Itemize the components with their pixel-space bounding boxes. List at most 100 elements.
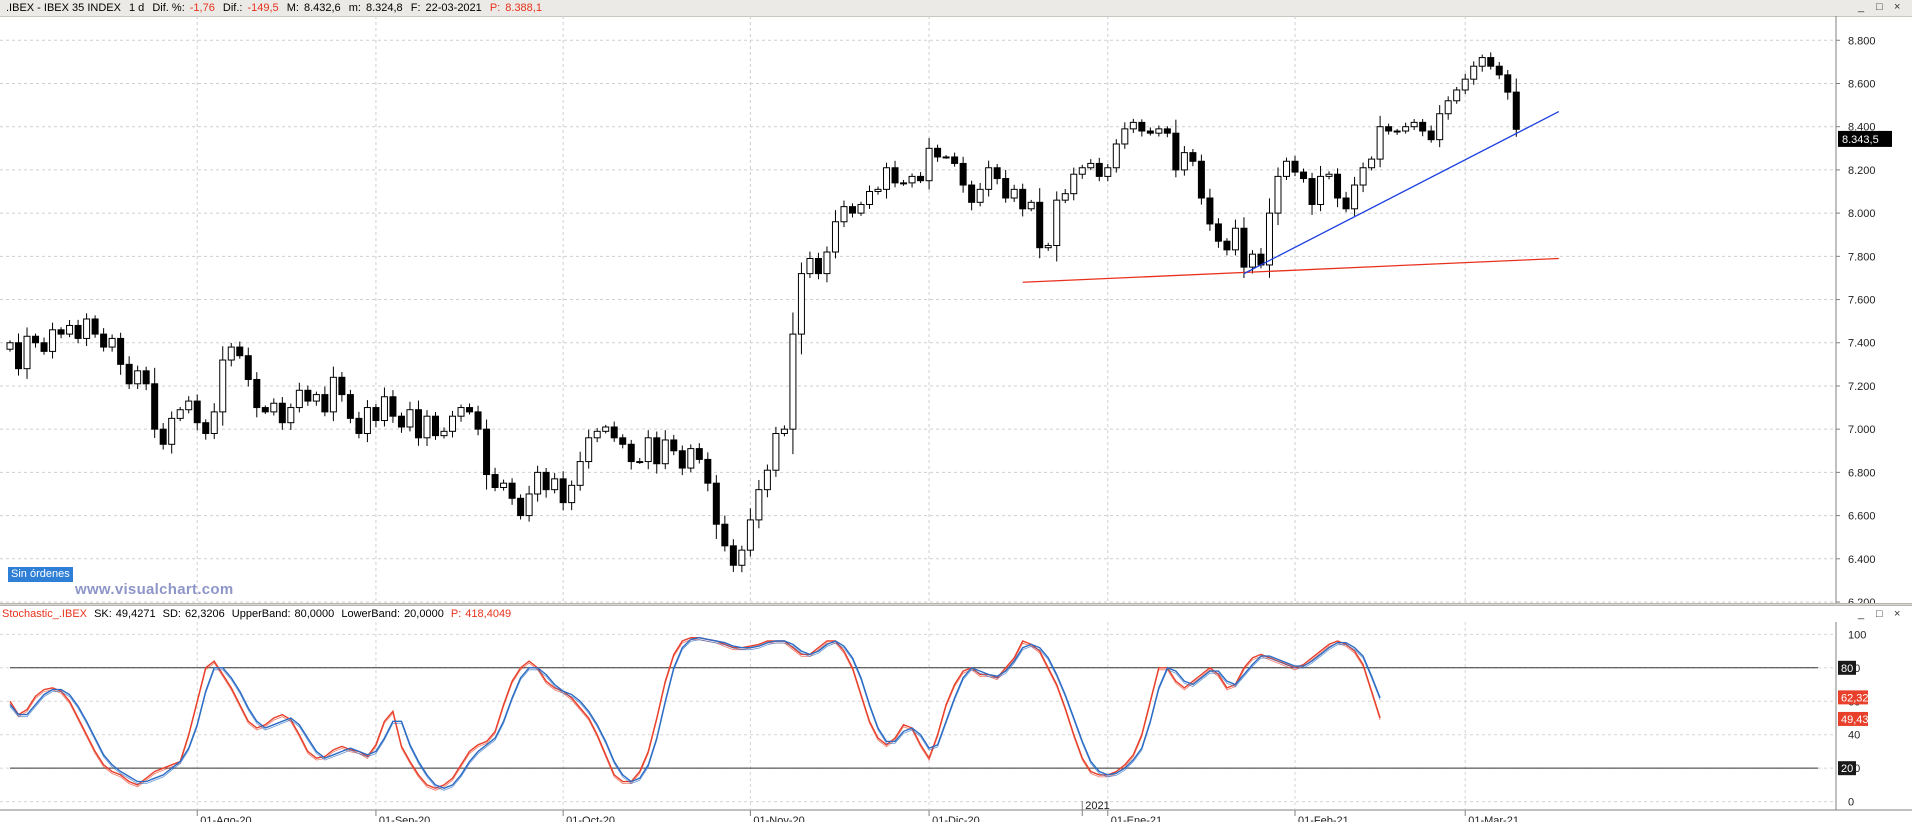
stoch-minimize-icon[interactable]: _ — [1858, 608, 1865, 620]
stoch-marker-label: 49,43 — [1841, 714, 1869, 726]
candlestick — [883, 162, 891, 199]
candlestick — [261, 405, 269, 414]
candle-body — [1002, 178, 1010, 199]
candlestick — [1393, 128, 1401, 135]
candlestick — [1265, 198, 1273, 278]
candlestick — [695, 443, 703, 464]
candlestick — [627, 439, 635, 470]
candlestick — [772, 426, 780, 477]
candlestick — [704, 452, 712, 492]
candle-body — [1478, 57, 1486, 67]
candle-body — [1189, 152, 1197, 162]
candle-body — [244, 355, 252, 380]
candlestick — [312, 391, 320, 406]
candle-body — [159, 428, 167, 445]
candle-body — [117, 337, 125, 365]
candle-body — [1095, 162, 1103, 177]
candle-body — [432, 415, 439, 437]
candle-body — [942, 156, 950, 159]
candle-body — [278, 402, 286, 424]
sk-label: SK: — [94, 608, 112, 620]
candlestick — [1334, 168, 1342, 208]
candle-body — [261, 407, 269, 413]
candlestick — [755, 479, 763, 529]
p-value: 418,4049 — [465, 608, 512, 620]
blue-trendline — [1243, 111, 1560, 275]
candle-body — [636, 461, 644, 464]
candle-body — [874, 188, 882, 193]
candle-body — [985, 167, 993, 190]
candle-body — [1231, 227, 1239, 251]
candle-body — [610, 426, 618, 439]
stoch-tick-label: 40 — [1848, 730, 1860, 742]
candlestick — [1138, 119, 1146, 137]
candlestick — [866, 185, 874, 209]
candlestick — [1214, 218, 1222, 248]
candle-body — [695, 448, 703, 460]
close-icon[interactable]: × — [1894, 1, 1901, 13]
stochastic-chart[interactable]: 0204060801008062,3249,432001-Ago-2001-Se… — [0, 622, 1912, 822]
candlestick — [1172, 119, 1180, 178]
candle-body — [466, 407, 474, 413]
candle-body — [91, 318, 99, 335]
minimize-icon[interactable]: _ — [1858, 1, 1865, 13]
candle-body — [49, 329, 57, 352]
candlestick — [219, 346, 227, 426]
candlestick — [721, 515, 729, 552]
candlestick — [1223, 238, 1231, 256]
maximize-icon[interactable]: □ — [1876, 1, 1883, 13]
stochastic-name: Stochastic_.IBEX — [2, 608, 87, 620]
stoch-maximize-icon[interactable]: □ — [1876, 608, 1883, 620]
candlestick — [100, 328, 108, 352]
candlestick — [117, 332, 125, 375]
price-tick-label: 8.200 — [1848, 165, 1876, 177]
candlestick — [934, 144, 942, 162]
candlestick — [763, 464, 771, 498]
candle-body — [40, 342, 48, 352]
candlestick — [534, 465, 542, 502]
candle-body — [74, 324, 82, 339]
candle-body — [312, 394, 320, 402]
chart-title-bar — [0, 0, 1912, 17]
candle-body — [457, 407, 465, 417]
candle-body — [1342, 197, 1350, 210]
candlestick — [49, 322, 57, 359]
time-tick-label: 01-Mar-21 — [1468, 815, 1519, 822]
candlestick — [466, 403, 474, 415]
candlestick — [1359, 162, 1367, 193]
candlestick — [1283, 157, 1290, 181]
candle-body — [1104, 167, 1112, 177]
candlestick — [457, 404, 465, 422]
candlestick — [891, 160, 899, 188]
candle-body — [440, 430, 448, 437]
candle-body — [661, 439, 669, 465]
candlestick — [1436, 105, 1444, 148]
candle-body — [202, 422, 210, 434]
candle-body — [1470, 65, 1478, 80]
candlestick — [1155, 125, 1163, 137]
candle-body — [1223, 240, 1231, 251]
candle-body — [721, 523, 729, 547]
time-tick-label: 01-Sep-20 — [379, 815, 430, 822]
candlestick — [32, 333, 40, 348]
candle-body — [508, 482, 516, 499]
candlestick — [491, 467, 499, 492]
candle-body — [57, 329, 65, 335]
candlestick — [559, 471, 567, 511]
candlestick — [1274, 167, 1282, 226]
dif-pct-label: Dif. %: — [152, 2, 185, 14]
candle-body — [1138, 121, 1146, 132]
candlestick — [1376, 115, 1384, 168]
candle-body — [236, 346, 244, 357]
candle-body — [1512, 91, 1520, 130]
orders-badge[interactable]: Sin órdenes — [8, 567, 73, 582]
symbol-header: .IBEX - IBEX 35 INDEX 1 d Dif. %: -1,76 D… — [6, 1, 547, 15]
stoch-close-icon[interactable]: × — [1894, 608, 1901, 620]
candle-body — [968, 184, 976, 203]
pane-separator[interactable] — [0, 603, 1912, 606]
price-tick-label: 6.600 — [1848, 511, 1876, 523]
candlestick — [644, 430, 652, 470]
candlestick — [857, 201, 865, 216]
price-chart[interactable]: 6.200 6.400 6.600 6.800 7.000 7.200 7.400 7.600… — [0, 16, 1912, 606]
candle-body — [900, 182, 908, 185]
